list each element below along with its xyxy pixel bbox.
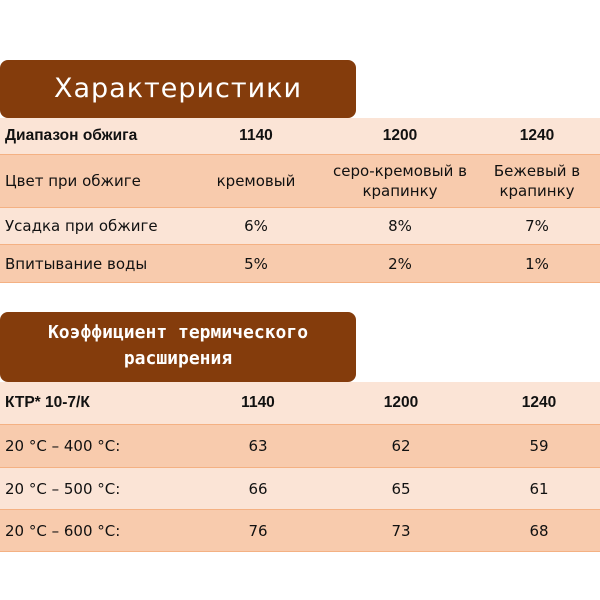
cell: 63: [248, 437, 268, 455]
cell: 6%: [244, 217, 268, 235]
cell: Бежевый в крапинку: [493, 162, 581, 200]
cell: кремовый: [216, 172, 296, 190]
row-label: Цвет при обжиге: [5, 172, 141, 190]
row-label: Впитывание воды: [5, 254, 148, 273]
table-row: 20 °C – 500 °C: 66 65 61: [0, 468, 600, 510]
header-cell: 1240: [521, 394, 557, 411]
cell: 2%: [388, 254, 412, 273]
row-label: 20 °C – 600 °C:: [5, 521, 121, 540]
header-cell: 1200: [383, 394, 419, 411]
table-header-row: Диапазон обжига 1140 1200 1240: [0, 118, 600, 155]
header-cell: Диапазон обжига: [5, 127, 138, 144]
cell: 1%: [525, 254, 549, 273]
cell: 7%: [525, 217, 549, 235]
cell: серо-кремовый в крапинку: [333, 162, 467, 200]
row-label: Усадка при обжиге: [5, 217, 158, 235]
table-row: Впитывание воды 5% 2% 1%: [0, 245, 600, 283]
table-header-row: КТР* 10-7/К 1140 1200 1240: [0, 382, 600, 425]
title-line: Коэффициент термического: [47, 322, 309, 343]
cell: 76: [248, 521, 268, 540]
row-label: 20 °C – 500 °C:: [5, 479, 121, 498]
characteristics-title: Характеристики: [0, 60, 356, 118]
header-cell: 1240: [519, 127, 555, 144]
thermal-expansion-table: КТР* 10-7/К 1140 1200 1240 20 °C – 400 °…: [0, 382, 600, 552]
header-cell: КТР* 10-7/К: [5, 394, 90, 411]
cell: 59: [529, 437, 549, 455]
cell: 8%: [388, 217, 412, 235]
title-line: расширения: [123, 348, 233, 369]
table-row: 20 °C – 600 °C: 76 73 68: [0, 510, 600, 552]
table-row: Усадка при обжиге 6% 8% 7%: [0, 208, 600, 245]
header-cell: 1200: [382, 127, 418, 144]
cell: 68: [529, 521, 549, 540]
cell: 65: [391, 479, 411, 498]
cell: 62: [391, 437, 411, 455]
table-row: Цвет при обжиге кремовый серо-кремовый в…: [0, 155, 600, 208]
row-label: 20 °C – 400 °C:: [5, 437, 121, 455]
thermal-expansion-title: Коэффициент термического расширения: [0, 312, 356, 382]
characteristics-table: Диапазон обжига 1140 1200 1240 Цвет при …: [0, 118, 600, 283]
table-row: 20 °C – 400 °C: 63 62 59: [0, 425, 600, 468]
cell: 66: [248, 479, 268, 498]
cell: 5%: [244, 254, 268, 273]
cell: 73: [391, 521, 411, 540]
cell: 61: [529, 479, 549, 498]
header-cell: 1140: [239, 127, 273, 144]
header-cell: 1140: [241, 394, 275, 411]
